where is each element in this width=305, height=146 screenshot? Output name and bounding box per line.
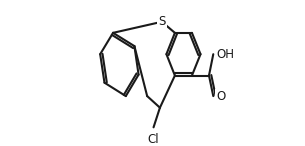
Text: O: O — [216, 90, 225, 103]
Text: S: S — [158, 15, 166, 28]
Text: Cl: Cl — [148, 133, 159, 146]
Text: OH: OH — [216, 48, 234, 61]
